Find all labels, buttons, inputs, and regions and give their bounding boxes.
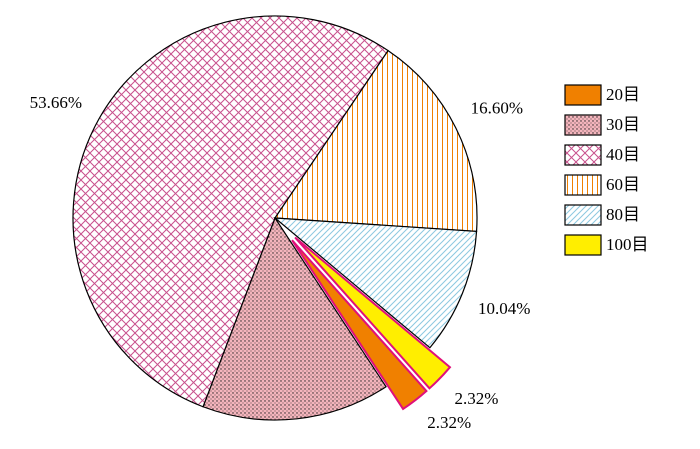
data-label: 2.32% bbox=[454, 389, 498, 408]
pie-slice bbox=[291, 239, 428, 411]
pie-slice bbox=[72, 15, 389, 408]
legend-swatch bbox=[564, 144, 602, 166]
legend-swatch bbox=[564, 114, 602, 136]
pie-slice bbox=[294, 236, 452, 390]
legend-label: 60目 bbox=[606, 175, 640, 194]
legend-label: 80目 bbox=[606, 205, 640, 224]
legend-swatch bbox=[564, 204, 602, 226]
legend-swatch bbox=[564, 174, 602, 196]
legend-swatch bbox=[564, 84, 602, 106]
legend-label: 40目 bbox=[606, 145, 640, 164]
legend-swatch bbox=[564, 234, 602, 256]
data-label: 53.66% bbox=[30, 93, 82, 112]
data-label: 16.60% bbox=[471, 98, 523, 117]
pie-slice bbox=[202, 216, 387, 421]
data-label: 10.04% bbox=[478, 299, 530, 318]
data-label: 2.32% bbox=[427, 413, 471, 432]
legend-label: 20目 bbox=[606, 85, 640, 104]
legend-label: 30目 bbox=[606, 115, 640, 134]
pie-slice bbox=[273, 49, 478, 233]
legend-label: 100目 bbox=[606, 235, 649, 254]
pie-slice bbox=[273, 217, 478, 349]
